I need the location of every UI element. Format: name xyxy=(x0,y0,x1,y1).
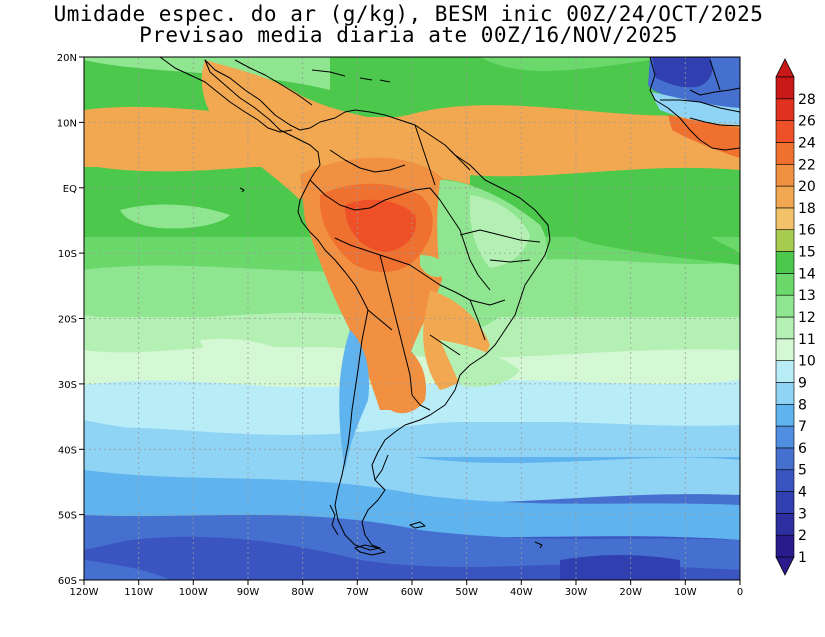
lon-tick-label: 30W xyxy=(565,587,588,598)
colorbar-swatch xyxy=(775,360,795,383)
colorbar-label: 7 xyxy=(798,419,807,435)
colorbar-label: 12 xyxy=(798,310,816,326)
colorbar-swatch xyxy=(775,513,795,536)
lat-tick-label: 20N xyxy=(57,53,77,64)
colorbar-label: 5 xyxy=(798,463,807,479)
colorbar-label: 18 xyxy=(798,201,816,217)
lat-tick-label: 50S xyxy=(58,511,77,522)
colorbar-swatch xyxy=(775,273,795,296)
colorbar-swatch xyxy=(775,229,795,252)
colorbar-swatch xyxy=(775,403,795,427)
colorbar-swatch xyxy=(775,251,795,274)
map-title-line1: Umidade espec. do ar (g/kg), BESM inic 0… xyxy=(53,2,764,26)
lon-tick-label: 110W xyxy=(124,587,153,598)
colorbar-swatch xyxy=(775,338,795,361)
colorbar-label: 4 xyxy=(798,485,807,501)
colorbar-label: 3 xyxy=(798,506,807,522)
colorbar-swatch xyxy=(775,142,795,165)
lon-tick-label: 50W xyxy=(455,587,478,598)
lon-tick-label: 70W xyxy=(346,587,369,598)
lon-tick-label: 10W xyxy=(674,587,697,598)
colorbar-max-arrow xyxy=(775,58,795,78)
lon-tick-label: 0 xyxy=(737,587,743,598)
colorbar-swatch xyxy=(775,447,795,471)
colorbar-swatch xyxy=(775,294,795,318)
lat-tick-labels: 20N 10N EQ 10S 20S 30S 40S 50S 60S xyxy=(57,53,77,587)
lat-tick-label: 40S xyxy=(58,445,77,456)
colorbar-label: 10 xyxy=(798,354,816,370)
colorbar-label: 2 xyxy=(798,528,807,544)
colorbar-label: 6 xyxy=(798,441,807,457)
colorbar-label: 26 xyxy=(798,114,816,130)
coastlines xyxy=(159,56,741,556)
lat-tick-label: 30S xyxy=(58,380,77,391)
colorbar-swatch xyxy=(775,163,795,187)
colorbar-label: 14 xyxy=(798,266,816,282)
axis-ticks xyxy=(79,56,741,585)
colorbar-min-arrow xyxy=(775,556,795,576)
colorbar-swatch xyxy=(775,491,795,514)
lat-tick-label: 10N xyxy=(57,118,77,129)
colorbar-swatch xyxy=(775,425,795,449)
colorbar-swatch xyxy=(775,185,795,209)
colorbar-label: 11 xyxy=(798,332,816,348)
lat-tick-label: 60S xyxy=(58,576,77,587)
colorbar-swatch xyxy=(775,207,795,231)
colorbar-label: 8 xyxy=(798,397,807,413)
lat-tick-label: 20S xyxy=(58,315,77,326)
colorbar-label: 9 xyxy=(798,375,807,391)
colorbar-swatch xyxy=(775,469,795,492)
lat-tick-label: 10S xyxy=(58,249,77,260)
colorbar-label: 22 xyxy=(798,157,816,173)
colorbar-label: 1 xyxy=(798,550,807,566)
lon-tick-label: 20W xyxy=(619,587,642,598)
colorbar-swatch xyxy=(775,316,795,340)
colorbar-swatch xyxy=(775,382,795,405)
lon-tick-label: 40W xyxy=(510,587,533,598)
colorbar-label: 20 xyxy=(798,179,816,195)
map-title-line2: Previsao media diaria ate 00Z/16/NOV/202… xyxy=(139,23,678,47)
lon-tick-label: 90W xyxy=(237,587,260,598)
lon-tick-label: 80W xyxy=(291,587,314,598)
colorbar-swatch xyxy=(775,534,795,558)
colorbar-swatch xyxy=(775,98,795,121)
lon-tick-labels: 120W 110W 100W 90W 80W 70W 60W 50W 40W 3… xyxy=(70,587,744,598)
lon-tick-label: 120W xyxy=(70,587,99,598)
graticule xyxy=(84,57,740,580)
colorbar-label: 16 xyxy=(798,223,816,239)
lat-tick-label: EQ xyxy=(63,184,77,195)
colorbar-label: 15 xyxy=(798,245,816,261)
colorbar-label: 24 xyxy=(798,135,816,151)
colorbar-swatch xyxy=(775,76,795,100)
lon-tick-label: 100W xyxy=(179,587,208,598)
colorbar-swatch xyxy=(775,120,795,143)
colorbar-label: 28 xyxy=(798,92,816,108)
lon-tick-label: 60W xyxy=(401,587,424,598)
colorbar-label: 13 xyxy=(798,288,816,304)
